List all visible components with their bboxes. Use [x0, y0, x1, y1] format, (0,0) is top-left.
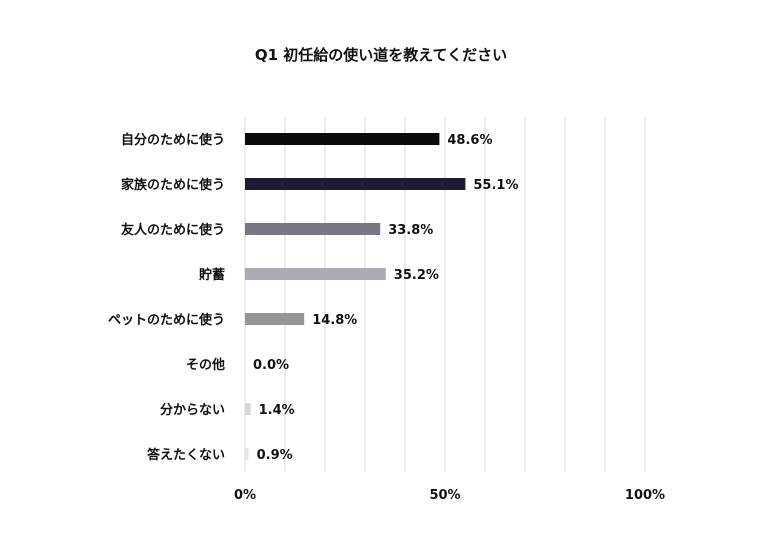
bar — [245, 313, 305, 325]
category-label: 答えたくない — [147, 447, 225, 463]
bar — [245, 223, 381, 235]
x-tick-label: 50% — [429, 488, 460, 503]
data-label: 55.1% — [473, 178, 518, 193]
data-label: 35.2% — [394, 268, 439, 283]
category-label: ペットのために使う — [108, 312, 225, 328]
data-label: 48.6% — [447, 133, 492, 148]
data-label: 1.4% — [259, 403, 295, 418]
bar — [245, 448, 249, 460]
bar — [245, 178, 466, 190]
category-label: 貯蓄 — [199, 267, 225, 283]
chart-title: Q1 初任給の使い道を教えてください — [254, 46, 508, 64]
bar — [245, 403, 251, 415]
category-label: 家族のために使う — [121, 177, 225, 193]
category-label: 自分のために使う — [121, 132, 225, 148]
bar — [245, 133, 440, 145]
data-label: 0.9% — [257, 448, 293, 463]
bar — [245, 268, 386, 280]
x-tick-label: 0% — [234, 488, 256, 503]
category-label: 分からない — [160, 402, 225, 418]
category-label: 友人のために使う — [121, 222, 225, 238]
category-label: その他 — [186, 357, 225, 373]
data-label: 33.8% — [388, 223, 433, 238]
x-tick-label: 100% — [625, 488, 665, 503]
data-label: 0.0% — [253, 358, 289, 373]
data-label: 14.8% — [312, 313, 357, 328]
